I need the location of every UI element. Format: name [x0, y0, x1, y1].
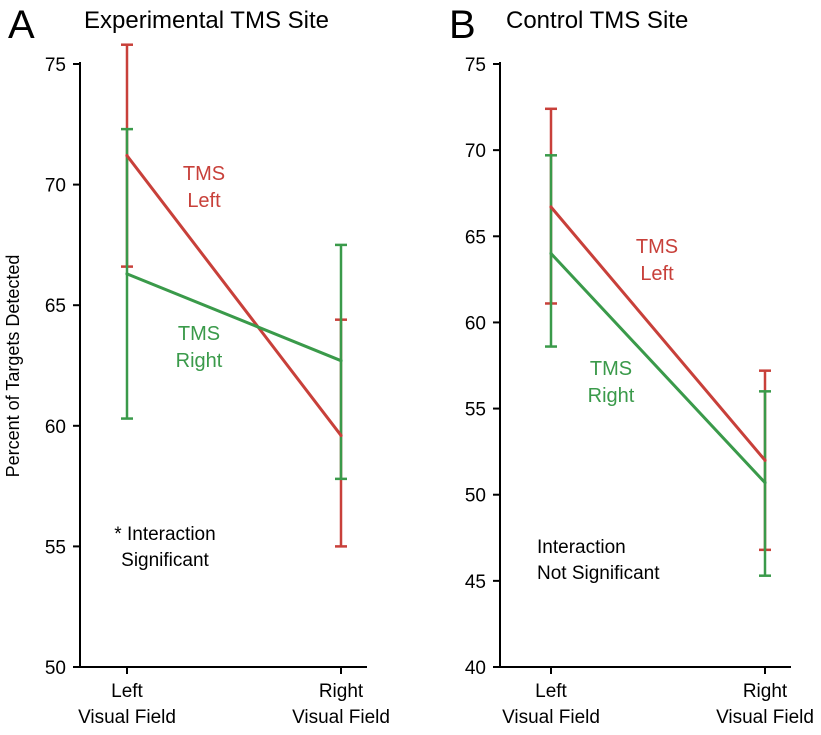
- data-point: [549, 251, 553, 256]
- series-label: TMS: [178, 323, 220, 345]
- annotation: Significant: [121, 550, 209, 571]
- annotation: * Interaction: [114, 524, 215, 545]
- chart-title: Experimental TMS Site: [84, 7, 329, 34]
- y-tick-label: 50: [465, 486, 486, 507]
- chart-title: Control TMS Site: [506, 7, 688, 34]
- series-label: TMS: [590, 358, 632, 380]
- y-tick-label: 70: [465, 141, 486, 162]
- panel-letter: A: [8, 3, 35, 47]
- series-line-tms-left: [549, 205, 767, 462]
- y-tick-label: 75: [465, 55, 486, 76]
- series-label: Left: [187, 190, 221, 212]
- data-point: [339, 359, 343, 363]
- series-line-tms-left: [125, 154, 343, 437]
- y-tick-label: 55: [465, 400, 486, 421]
- y-tick-label: 70: [45, 176, 66, 197]
- annotation: Not Significant: [537, 563, 660, 584]
- panel-letter: B: [449, 3, 476, 47]
- x-tick-label: Right: [743, 681, 788, 702]
- series-label: TMS: [636, 236, 678, 258]
- series-label: Left: [640, 263, 674, 285]
- y-tick-label: 65: [465, 227, 486, 248]
- x-tick-label: Visual Field: [502, 707, 600, 728]
- y-tick-label: 55: [45, 537, 66, 558]
- y-tick-label: 50: [45, 658, 66, 679]
- data-point: [763, 481, 767, 485]
- series-label: Right: [176, 350, 223, 372]
- y-tick-label: 45: [465, 572, 486, 593]
- y-tick-label: 60: [45, 417, 66, 438]
- x-tick-label: Visual Field: [78, 707, 176, 728]
- x-tick-label: Right: [319, 681, 364, 702]
- y-axis-label: Percent of Targets Detected: [3, 255, 23, 478]
- series-line-tms-right: [549, 252, 767, 485]
- series-label: Right: [588, 385, 635, 407]
- annotation: Interaction: [537, 537, 626, 558]
- y-tick-label: 65: [45, 296, 66, 317]
- data-point: [763, 458, 767, 462]
- series-label: TMS: [183, 163, 225, 185]
- data-point: [339, 433, 343, 438]
- y-tick-label: 40: [465, 658, 486, 679]
- series-line-tms-right: [125, 272, 343, 363]
- data-point: [549, 205, 553, 209]
- x-tick-label: Left: [111, 681, 143, 702]
- data-point: [125, 272, 129, 276]
- x-tick-label: Visual Field: [292, 707, 390, 728]
- data-point: [125, 154, 129, 158]
- x-tick-label: Left: [535, 681, 567, 702]
- y-tick-label: 75: [45, 55, 66, 76]
- y-tick-label: 60: [465, 313, 486, 334]
- x-tick-label: Visual Field: [716, 707, 814, 728]
